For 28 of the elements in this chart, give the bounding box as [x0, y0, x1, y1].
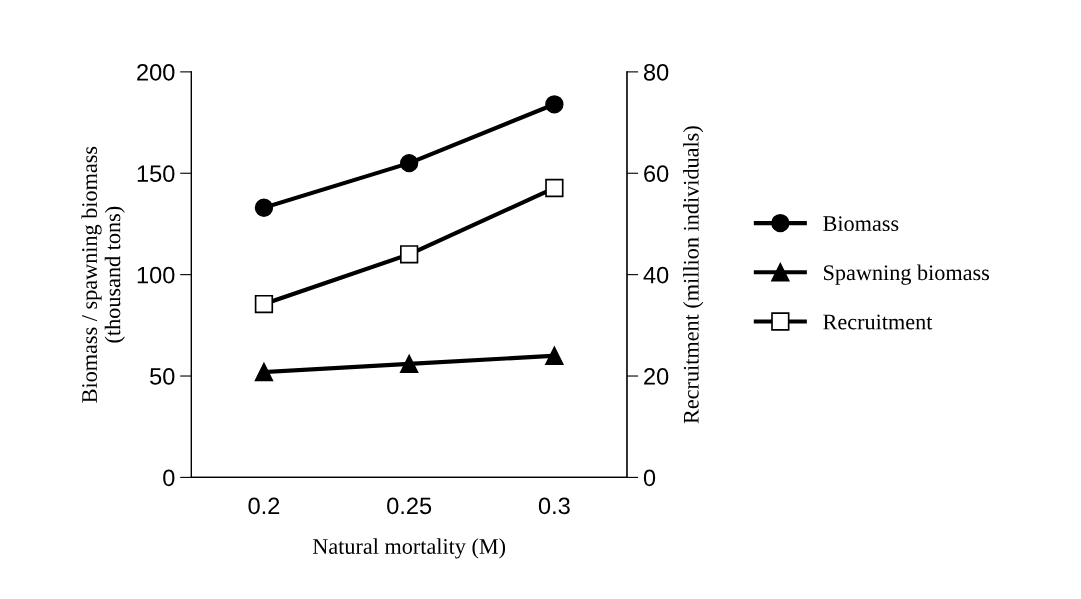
y-tick-label: 150: [137, 165, 175, 183]
legend-label: Recruitment: [823, 314, 933, 330]
y2-tick-label: 60: [644, 165, 669, 183]
point: [399, 153, 419, 173]
y2-tick-label: 0: [643, 469, 656, 487]
x-tick-label: 0.25: [387, 497, 432, 515]
point: [399, 245, 419, 264]
y-tick-label: 200: [137, 63, 175, 81]
y-tick-label: 50: [150, 368, 175, 385]
x-axis-title: Natural mortality (M): [312, 538, 506, 559]
y-tick-label: 100: [137, 266, 175, 284]
y2-tick-label: 80: [643, 63, 669, 81]
legend-label: Spawning biomass: [824, 264, 990, 285]
y2-tick-label: 40: [643, 266, 669, 284]
point: [254, 198, 274, 217]
point: [399, 354, 419, 374]
point: [545, 95, 564, 114]
y2-axis-title: Recruitment (million individuals): [683, 126, 704, 424]
legend-label: Biomass: [823, 216, 899, 232]
y2-tick-label: 20: [644, 368, 669, 385]
x-tick-label: 0.2: [248, 497, 280, 515]
point: [254, 362, 274, 382]
y-axis-title: Biomass / spawning biomass (thousand tons): [81, 146, 125, 403]
point: [545, 346, 564, 365]
x-tick-label: 0.3: [538, 497, 570, 515]
point: [545, 178, 564, 198]
point: [254, 294, 274, 314]
y-tick-label: 0: [163, 469, 175, 487]
